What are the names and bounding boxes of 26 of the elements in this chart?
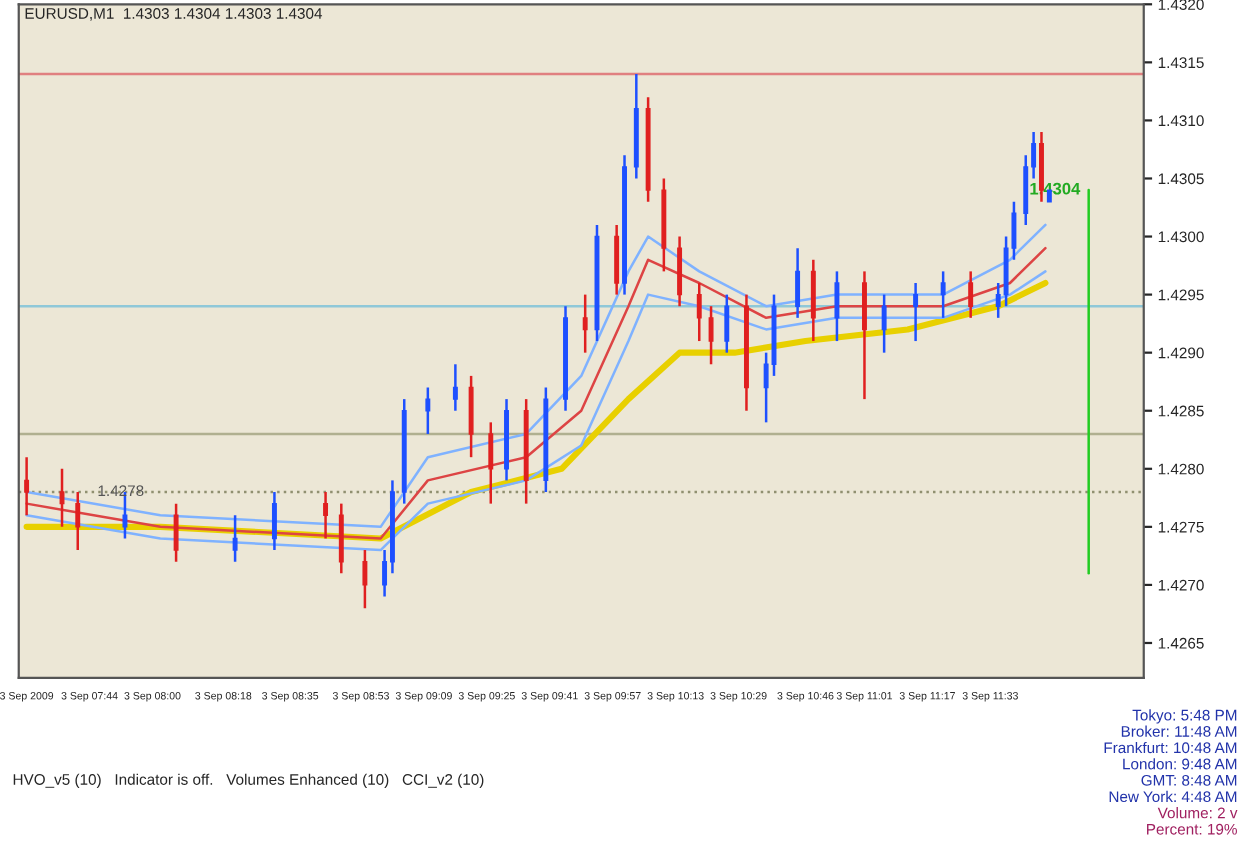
candlestick <box>696 281 702 343</box>
candlestick <box>425 386 431 436</box>
candlestick <box>488 421 494 505</box>
candlestick <box>75 490 81 552</box>
candlestick <box>468 374 474 459</box>
candlestick <box>724 293 730 354</box>
candlestick <box>24 455 30 517</box>
candlestick <box>708 304 714 366</box>
candlestick <box>338 502 344 575</box>
candlestick <box>795 246 801 320</box>
candlestick <box>913 281 919 343</box>
candlestick <box>810 258 816 343</box>
candlestick <box>452 363 458 412</box>
candlestick <box>968 270 974 320</box>
candlestick <box>362 548 368 610</box>
candlestick <box>582 293 588 354</box>
candlestick <box>862 270 867 401</box>
candlestick <box>271 490 277 552</box>
candlestick <box>834 270 840 343</box>
candlestick <box>323 490 329 540</box>
candlestick <box>677 235 683 308</box>
candlestick <box>173 502 179 563</box>
candlestick <box>232 513 238 563</box>
candlestick <box>881 293 887 354</box>
candlestick <box>614 223 620 296</box>
candlestick <box>940 270 946 320</box>
